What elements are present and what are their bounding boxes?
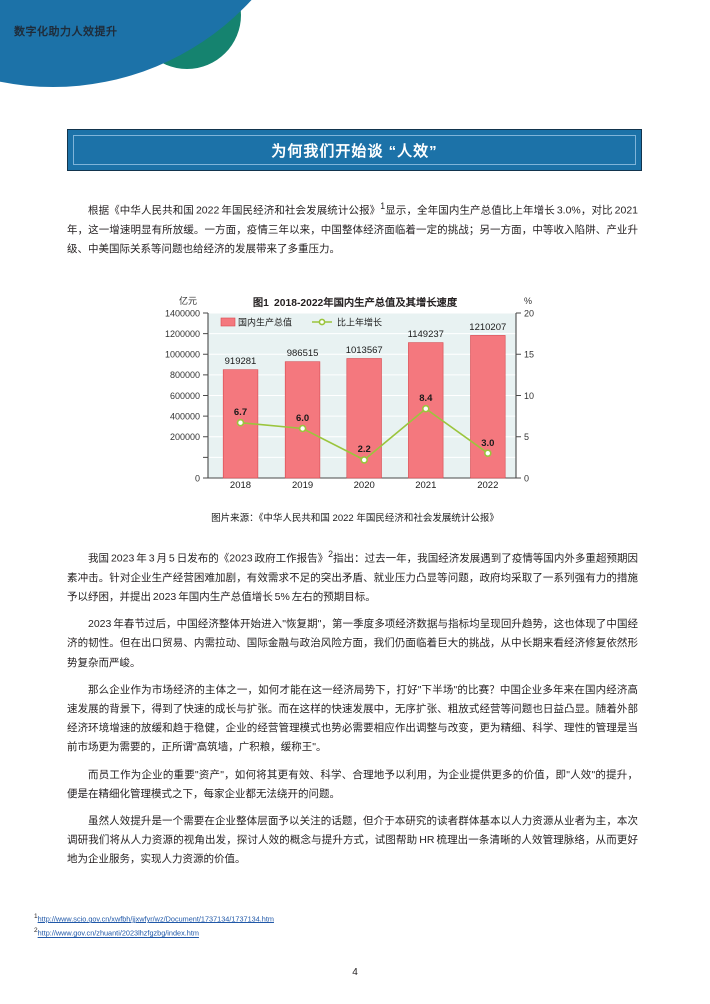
svg-text:1149237: 1149237 (408, 329, 444, 340)
svg-text:5: 5 (524, 432, 529, 442)
svg-text:600000: 600000 (170, 391, 200, 401)
svg-text:800000: 800000 (170, 370, 200, 380)
svg-text:图1 2018-2022年国内生产总值及其增长速度: 图1 2018-2022年国内生产总值及其增长速度 (253, 296, 458, 309)
svg-text:2021: 2021 (415, 480, 436, 491)
svg-text:国内生产总值: 国内生产总值 (238, 317, 292, 328)
svg-text:2018: 2018 (230, 480, 251, 491)
svg-text:1000000: 1000000 (165, 350, 200, 360)
svg-text:1013567: 1013567 (346, 345, 383, 356)
svg-text:20: 20 (524, 309, 534, 319)
svg-text:2.2: 2.2 (358, 444, 371, 455)
svg-text:2019: 2019 (292, 480, 313, 491)
svg-text:2022: 2022 (477, 480, 498, 491)
svg-text:10: 10 (524, 391, 534, 401)
svg-text:6.0: 6.0 (296, 413, 309, 424)
svg-text:919281: 919281 (225, 356, 257, 367)
svg-text:%: % (524, 296, 532, 306)
svg-text:亿元: 亿元 (179, 296, 197, 306)
svg-text:400000: 400000 (170, 412, 200, 422)
svg-text:图片来源：《中华人民共和国 2022 年国民经济和社会发展统: 图片来源：《中华人民共和国 2022 年国民经济和社会发展统计公报》 (211, 512, 499, 524)
svg-text:3.0: 3.0 (481, 438, 494, 449)
svg-text:比上年增长: 比上年增长 (337, 317, 382, 328)
svg-text:1400000: 1400000 (165, 309, 200, 319)
svg-text:986515: 986515 (287, 348, 319, 359)
svg-text:1200000: 1200000 (165, 329, 200, 339)
svg-text:15: 15 (524, 350, 534, 360)
svg-text:0: 0 (195, 474, 200, 484)
svg-text:6.7: 6.7 (234, 407, 247, 418)
svg-text:8.4: 8.4 (419, 393, 433, 404)
svg-text:1210207: 1210207 (469, 322, 506, 333)
svg-text:200000: 200000 (170, 432, 200, 442)
svg-text:0: 0 (524, 474, 529, 484)
svg-text:2020: 2020 (354, 480, 375, 491)
